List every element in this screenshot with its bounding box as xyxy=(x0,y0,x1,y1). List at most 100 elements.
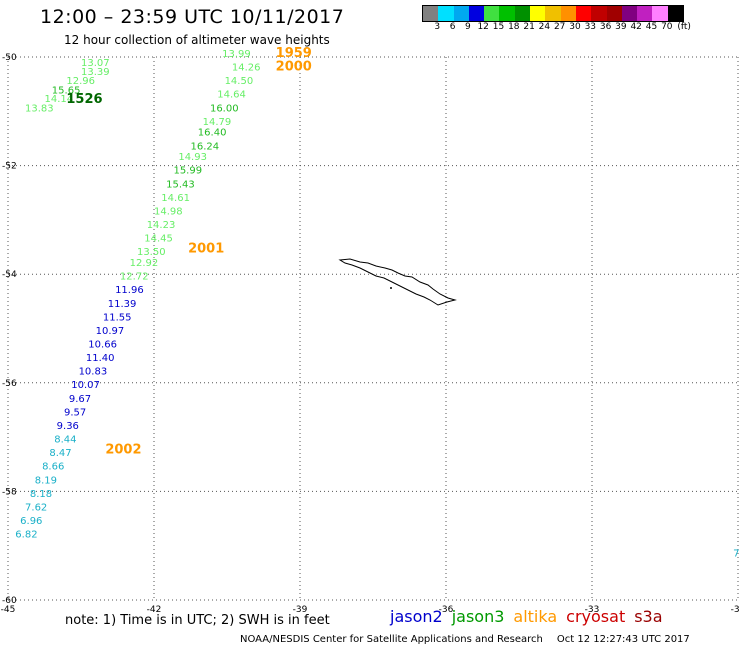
legend-value-label: 21 xyxy=(523,22,535,32)
wave-height-label: 11.55 xyxy=(103,312,132,323)
x-tick-label: -30 xyxy=(731,605,740,615)
wave-height-label: 9.36 xyxy=(57,421,79,432)
x-tick-label: -33 xyxy=(585,605,600,615)
track-time-label: 1526 xyxy=(66,92,102,107)
legend-value-label: 27 xyxy=(553,22,566,32)
south-georgia-island xyxy=(338,258,457,306)
legend-swatch xyxy=(438,6,454,21)
wave-height-label: 10.66 xyxy=(88,340,117,351)
y-tick-label: -60 xyxy=(2,596,17,606)
axis-tick-layer: -45 -42 -39 -36 -33 -30 -50 -52 -54 -56 -58 -60 xyxy=(1,53,740,615)
legend-swatch xyxy=(545,6,561,21)
legend-value-label: 3 xyxy=(434,22,441,32)
legend-value-label: 6 xyxy=(449,22,456,32)
wave-height-label: 16.00 xyxy=(210,103,239,114)
wave-height-label: 16.24 xyxy=(191,141,220,152)
legend-value-label: 15 xyxy=(492,22,505,32)
wave-height-label: 14.61 xyxy=(161,193,190,204)
legend-value-label: 30 xyxy=(569,22,581,32)
wave-height-label: 8.44 xyxy=(54,435,76,446)
wave-height-label: 14.79 xyxy=(203,117,232,128)
wave-height-label: 16.40 xyxy=(198,128,227,139)
wave-height-label: 15.43 xyxy=(166,179,195,190)
wave-height-label: 9.67 xyxy=(69,394,91,405)
x-tick-label: -39 xyxy=(293,605,308,615)
legend-swatch xyxy=(591,6,607,21)
legend-value-label: 42 xyxy=(630,22,642,32)
y-tick-label: -56 xyxy=(2,379,17,389)
wave-height-label: 9.57 xyxy=(64,407,86,418)
wave-height-label: 13.99 xyxy=(222,49,251,60)
timestamp: Oct 12 12:27:43 UTC 2017 xyxy=(556,634,690,645)
legend-value-label: (ft) xyxy=(677,22,691,32)
wave-height-label: 8.47 xyxy=(49,448,71,459)
legend-value-label: 45 xyxy=(645,22,658,32)
wave-height-label: 7.6 xyxy=(733,549,740,560)
wave-height-label: 10.07 xyxy=(71,380,100,391)
legend-value-label: 39 xyxy=(615,22,627,32)
satellite-name: jason2 xyxy=(390,607,443,626)
wave-height-label: 13.07 xyxy=(81,58,110,69)
wave-height-label: 13.50 xyxy=(137,247,166,258)
wave-height-label: 15.65 xyxy=(52,85,81,96)
wave-height-label: 13.83 xyxy=(25,103,54,114)
map-grid xyxy=(7,56,739,601)
satellite-legend: jason2 jason3 altika cryosat s3a xyxy=(390,607,672,626)
legend-swatch xyxy=(606,6,622,21)
satellite-name: jason3 xyxy=(451,607,505,626)
legend-value-label: 18 xyxy=(508,22,520,32)
color-legend xyxy=(422,5,685,22)
wave-height-label: 14.50 xyxy=(225,76,254,87)
satellite-name: s3a xyxy=(634,607,663,626)
wave-height-label: 14.14 xyxy=(45,94,74,105)
wave-height-label: 14.93 xyxy=(178,152,207,163)
legend-swatch xyxy=(499,6,515,21)
track-time-label: 2002 xyxy=(105,442,141,457)
legend-swatch xyxy=(637,6,653,21)
legend-swatch xyxy=(468,6,485,21)
legend-value-label: 12 xyxy=(477,22,489,32)
wave-height-label: 14.98 xyxy=(154,206,183,217)
wave-height-label: 10.83 xyxy=(79,367,108,378)
x-tick-label: -42 xyxy=(147,605,162,615)
wave-height-label: 14.26 xyxy=(232,63,261,74)
color-legend-labels: 3 6 9 12 15 18 21 24 27 30 33 36 39 42 45 70 (ft) xyxy=(422,22,740,34)
track-time-label: 1959 xyxy=(276,46,312,61)
legend-swatch xyxy=(575,6,592,21)
wave-height-label: 6.82 xyxy=(15,530,37,541)
y-tick-label: -52 xyxy=(2,162,17,172)
y-tick-label: -54 xyxy=(2,270,17,280)
legend-swatch xyxy=(652,6,668,21)
wave-height-label: 12.96 xyxy=(66,76,95,87)
wave-height-label: 8.18 xyxy=(30,489,52,500)
wave-height-label: 6.96 xyxy=(20,516,42,527)
wave-height-label: 14.23 xyxy=(147,220,176,231)
legend-swatch xyxy=(423,6,439,21)
wave-height-label: 11.96 xyxy=(115,285,144,296)
legend-value-label: 9 xyxy=(465,22,471,32)
wave-height-label: 7.62 xyxy=(25,502,47,513)
y-tick-label: -58 xyxy=(2,487,17,497)
x-tick-label: -45 xyxy=(1,605,16,615)
legend-swatch xyxy=(621,6,638,21)
page-subtitle: 12 hour collection of altimeter wave hei… xyxy=(64,33,330,47)
legend-swatch xyxy=(484,6,500,21)
page-title: 12:00 – 23:59 UTC 10/11/2017 xyxy=(40,6,345,28)
legend-value-label: 33 xyxy=(584,22,597,32)
wave-height-label: 13.39 xyxy=(81,67,110,78)
wave-height-label: 8.66 xyxy=(42,462,64,473)
wave-height-label: 11.39 xyxy=(108,299,137,310)
x-tick-label: -36 xyxy=(439,605,454,615)
satellite-name: altika xyxy=(513,607,558,626)
footer-credit: NOAA/NESDIS Center for Satellite Applica… xyxy=(240,634,690,645)
track-time-label: 2001 xyxy=(188,241,224,256)
wave-height-label: 12.92 xyxy=(130,258,159,269)
footer-note: note: 1) Time is in UTC; 2) SWH is in fe… xyxy=(65,613,330,628)
legend-swatch xyxy=(530,6,546,21)
track-time-label: 2000 xyxy=(276,60,312,75)
legend-swatch xyxy=(560,6,576,21)
wave-height-label: 12.72 xyxy=(120,272,149,283)
